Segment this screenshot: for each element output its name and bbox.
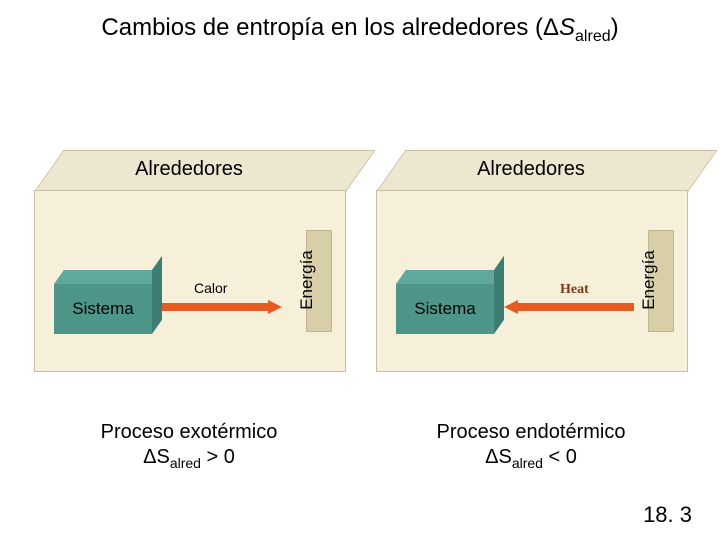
energy-bar: Energía: [300, 230, 330, 330]
heat-label: Heat: [560, 282, 589, 298]
energy-label: Energía: [639, 230, 659, 330]
arrow-head-icon: [504, 300, 518, 314]
title-sub: alred: [575, 28, 611, 45]
heat-arrow-right: [162, 300, 282, 314]
caption-endothermic: Proceso endotérmico ΔSalred < 0: [376, 420, 686, 473]
caption-rel: > 0: [201, 446, 235, 468]
caption-line1: Proceso endotérmico: [437, 421, 626, 443]
energy-bar: Energía: [642, 230, 672, 330]
caption-line1: Proceso exotérmico: [101, 421, 278, 443]
system-box: Sistema: [396, 270, 494, 334]
surroundings-label: Alrededores: [34, 158, 344, 181]
caption-rel: < 0: [543, 446, 577, 468]
title-delta: Δ: [543, 14, 559, 41]
arrow-shaft: [162, 303, 268, 311]
title-prefix: Cambios de entropía en los alrededores (: [101, 14, 543, 41]
system-box-top: [54, 270, 162, 284]
system-box-top: [396, 270, 504, 284]
panel-endothermic: Alrededores Sistema Heat Energía: [376, 150, 686, 370]
page-title: Cambios de entropía en los alrededores (…: [0, 14, 720, 46]
caption-s: S: [498, 446, 511, 468]
system-box: Sistema: [54, 270, 152, 334]
system-label: Sistema: [54, 284, 152, 334]
system-label: Sistema: [396, 284, 494, 334]
caption-sub: alred: [170, 455, 201, 471]
arrow-head-icon: [268, 300, 282, 314]
caption-sub: alred: [512, 455, 543, 471]
caption-exothermic: Proceso exotérmico ΔSalred > 0: [34, 420, 344, 473]
energy-label: Energía: [297, 230, 317, 330]
panel-exothermic: Alrededores Sistema Calor Energía: [34, 150, 344, 370]
slide-number: 18. 3: [643, 502, 692, 528]
heat-arrow-left: [504, 300, 634, 314]
heat-label: Calor: [194, 280, 227, 296]
caption-s: S: [156, 446, 169, 468]
arrow-shaft: [518, 303, 634, 311]
title-suffix: ): [611, 14, 619, 41]
surroundings-label: Alrededores: [376, 158, 686, 181]
title-s: S: [559, 14, 575, 41]
caption-delta: Δ: [143, 446, 156, 468]
caption-delta: Δ: [485, 446, 498, 468]
